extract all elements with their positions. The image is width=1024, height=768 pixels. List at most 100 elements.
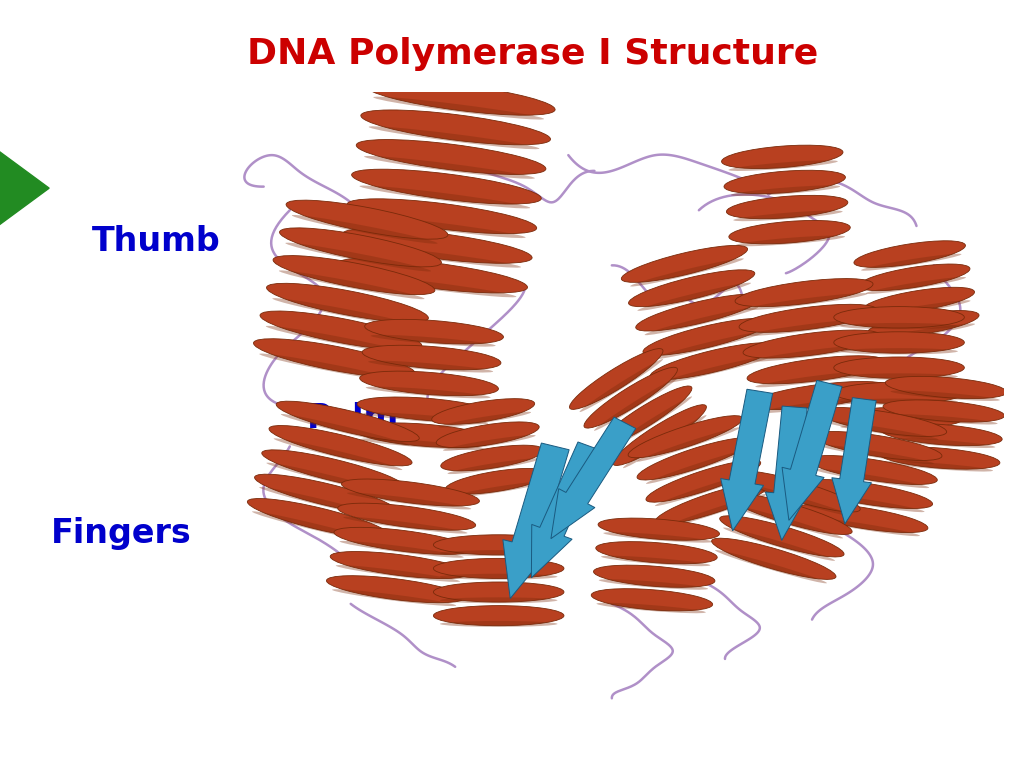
Ellipse shape [726,195,848,219]
Ellipse shape [809,493,925,512]
Ellipse shape [724,170,846,194]
Ellipse shape [891,390,999,401]
Ellipse shape [841,348,957,355]
Ellipse shape [248,498,390,539]
Ellipse shape [659,356,772,384]
Ellipse shape [440,550,557,556]
Ellipse shape [359,371,499,396]
Ellipse shape [598,386,692,447]
Ellipse shape [594,378,678,431]
Ellipse shape [645,307,758,335]
Polygon shape [551,417,636,538]
Ellipse shape [440,574,557,580]
Ellipse shape [436,422,540,448]
Ellipse shape [834,332,965,353]
Ellipse shape [338,258,527,293]
Ellipse shape [735,279,873,306]
Ellipse shape [338,503,476,530]
Ellipse shape [596,541,717,564]
Ellipse shape [804,479,933,508]
Ellipse shape [355,215,525,238]
Ellipse shape [841,399,957,405]
Polygon shape [782,380,842,520]
Ellipse shape [360,110,551,145]
Ellipse shape [371,335,496,346]
Ellipse shape [629,270,755,306]
Ellipse shape [809,455,937,485]
Ellipse shape [637,438,752,480]
Ellipse shape [266,462,395,495]
Ellipse shape [286,200,447,239]
Ellipse shape [432,399,535,425]
Ellipse shape [341,479,479,506]
Ellipse shape [652,331,765,359]
Ellipse shape [733,210,843,221]
Ellipse shape [879,447,999,469]
Ellipse shape [748,356,885,384]
Ellipse shape [273,439,402,470]
Ellipse shape [739,304,877,333]
Ellipse shape [452,482,545,498]
Ellipse shape [834,382,965,403]
Ellipse shape [280,228,441,267]
Ellipse shape [433,535,564,554]
Ellipse shape [800,504,928,532]
Ellipse shape [266,283,428,323]
Ellipse shape [599,579,708,590]
Ellipse shape [883,400,1005,422]
Ellipse shape [591,589,713,611]
Ellipse shape [865,277,966,294]
Ellipse shape [350,245,521,268]
Text: DNA Polymerase I Structure: DNA Polymerase I Structure [247,37,818,71]
Ellipse shape [598,518,720,540]
Ellipse shape [743,293,867,310]
Ellipse shape [346,274,516,297]
Ellipse shape [834,407,965,429]
Ellipse shape [888,414,997,425]
Ellipse shape [841,323,957,329]
Ellipse shape [728,493,852,535]
Ellipse shape [834,306,965,328]
Ellipse shape [861,253,962,271]
Ellipse shape [438,412,531,428]
Ellipse shape [756,370,880,387]
Ellipse shape [728,161,838,171]
Ellipse shape [751,382,889,409]
Ellipse shape [374,97,544,120]
Ellipse shape [736,471,860,512]
Ellipse shape [722,145,843,168]
Ellipse shape [347,492,471,509]
Ellipse shape [332,589,456,606]
Ellipse shape [637,427,740,462]
Ellipse shape [643,319,769,356]
Ellipse shape [881,423,1002,445]
Ellipse shape [870,300,971,317]
Ellipse shape [334,528,472,554]
Ellipse shape [369,126,540,149]
Ellipse shape [357,397,496,422]
Text: Thumb: Thumb [92,226,221,258]
Polygon shape [531,442,602,578]
Ellipse shape [343,517,467,534]
Ellipse shape [359,186,530,208]
Ellipse shape [347,199,537,233]
Ellipse shape [752,345,876,362]
Ellipse shape [366,81,555,115]
Ellipse shape [646,449,750,484]
Ellipse shape [354,423,494,448]
Ellipse shape [276,401,419,442]
Ellipse shape [273,256,435,295]
Ellipse shape [813,468,929,488]
Ellipse shape [760,396,884,413]
Ellipse shape [712,538,836,579]
Ellipse shape [736,236,845,247]
Ellipse shape [433,582,564,602]
Ellipse shape [364,412,488,424]
Ellipse shape [433,606,564,626]
Ellipse shape [884,461,993,472]
Ellipse shape [445,468,548,494]
Ellipse shape [664,494,767,528]
Ellipse shape [327,576,465,603]
Polygon shape [503,443,569,598]
Ellipse shape [628,415,742,458]
